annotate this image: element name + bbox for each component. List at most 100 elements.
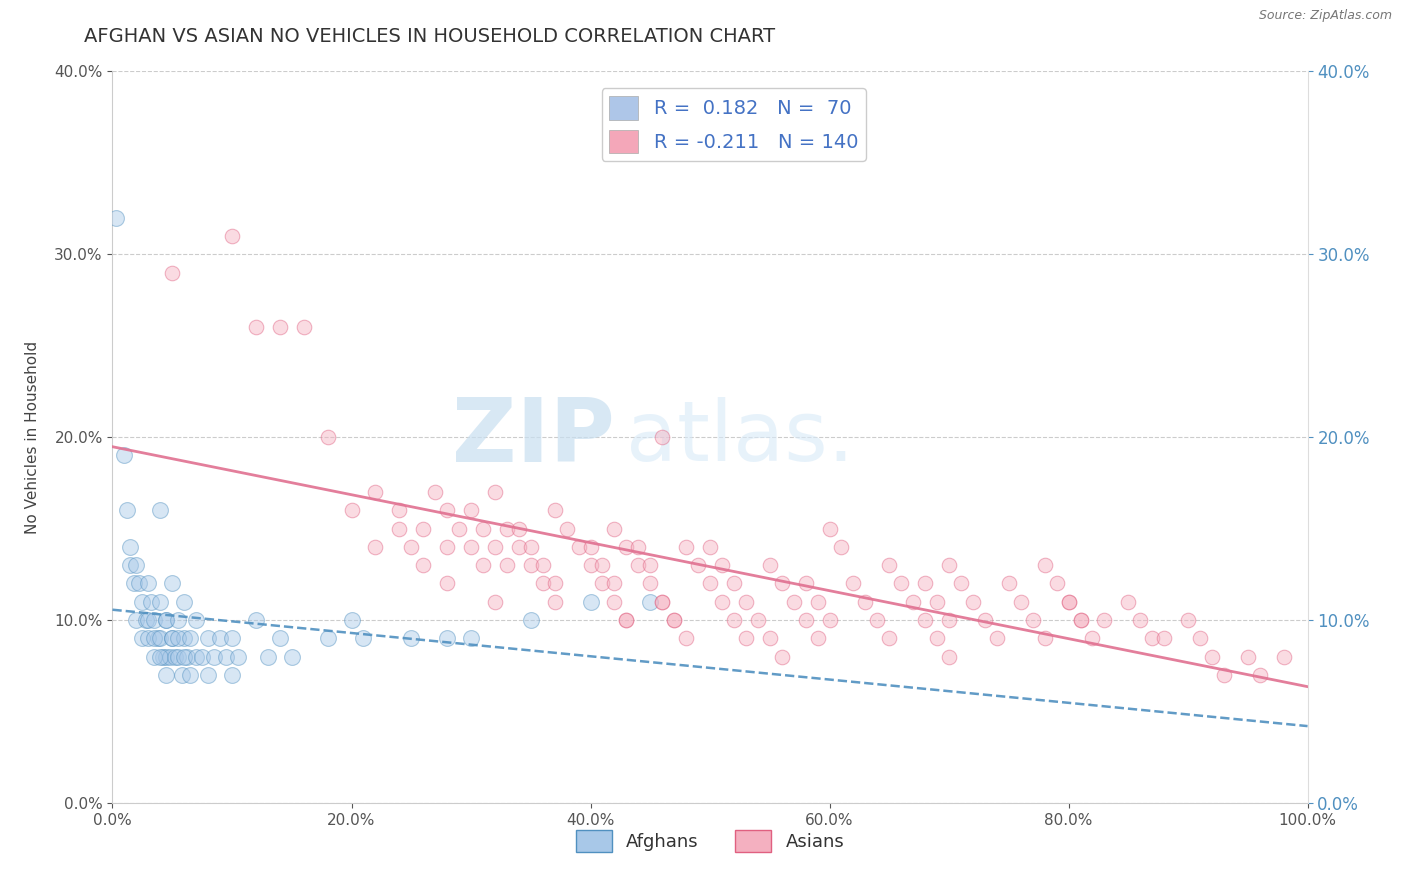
Point (472, 558, 495, 573)
Point (818, 521, 841, 535)
Point (128, 576, 150, 591)
Point (269, 320, 291, 334)
Point (592, 576, 614, 591)
Point (711, 594, 734, 608)
Point (202, 649, 225, 664)
Point (159, 649, 181, 664)
Point (155, 667, 177, 681)
Point (122, 576, 145, 591)
Point (723, 576, 745, 591)
Text: ZIP: ZIP (451, 393, 614, 481)
Point (807, 594, 830, 608)
Point (616, 613, 638, 627)
Point (496, 558, 519, 573)
Point (149, 649, 172, 664)
Point (1189, 632, 1212, 646)
Point (711, 558, 734, 573)
Point (353, 632, 375, 646)
Point (388, 521, 411, 535)
Point (484, 594, 506, 608)
Point (401, 540, 423, 554)
Point (1057, 594, 1080, 608)
Point (651, 430, 673, 444)
Point (688, 558, 710, 573)
Point (531, 558, 554, 573)
Point (603, 594, 626, 608)
Point (927, 594, 949, 608)
Point (163, 649, 186, 664)
Point (1272, 649, 1295, 664)
Point (496, 521, 519, 535)
Point (484, 540, 506, 554)
Point (879, 632, 901, 646)
Point (131, 632, 153, 646)
Point (167, 613, 190, 627)
Point (155, 613, 177, 627)
Point (866, 613, 889, 627)
Point (162, 632, 183, 646)
Point (1237, 649, 1260, 664)
Legend: Afghans, Asians: Afghans, Asians (568, 823, 852, 860)
Point (818, 613, 841, 627)
Point (1070, 613, 1092, 627)
Point (998, 576, 1021, 591)
Point (592, 558, 614, 573)
Point (927, 632, 949, 646)
Point (135, 613, 157, 627)
Point (950, 576, 973, 591)
Point (191, 649, 214, 664)
Point (879, 558, 901, 573)
Point (125, 613, 148, 627)
Point (155, 649, 177, 664)
Point (179, 632, 201, 646)
Point (938, 649, 960, 664)
Point (197, 632, 219, 646)
Point (1046, 576, 1069, 591)
Point (436, 503, 458, 517)
Point (221, 667, 243, 681)
Point (221, 229, 243, 244)
Point (143, 613, 166, 627)
Point (173, 649, 195, 664)
Text: Source: ZipAtlas.com: Source: ZipAtlas.com (1258, 9, 1392, 22)
Point (794, 576, 817, 591)
Point (460, 632, 482, 646)
Point (1057, 594, 1080, 608)
Point (770, 649, 793, 664)
Point (146, 632, 169, 646)
Point (508, 521, 530, 535)
Point (616, 613, 638, 627)
Point (640, 558, 662, 573)
Point (855, 594, 877, 608)
Point (1153, 632, 1175, 646)
Point (221, 632, 243, 646)
Point (1033, 632, 1056, 646)
Point (186, 613, 208, 627)
Point (579, 594, 602, 608)
Point (1201, 649, 1223, 664)
Point (170, 667, 193, 681)
Point (1118, 594, 1140, 608)
Point (364, 485, 387, 500)
Point (484, 485, 506, 500)
Point (770, 576, 793, 591)
Point (149, 503, 172, 517)
Point (114, 448, 135, 462)
Point (125, 558, 148, 573)
Text: AFGHAN VS ASIAN NO VEHICLES IN HOUSEHOLD CORRELATION CHART: AFGHAN VS ASIAN NO VEHICLES IN HOUSEHOLD… (84, 27, 776, 45)
Point (388, 503, 411, 517)
Point (555, 521, 578, 535)
Point (508, 540, 530, 554)
Point (167, 649, 190, 664)
Point (664, 613, 686, 627)
Point (627, 558, 650, 573)
Point (1010, 594, 1032, 608)
Point (245, 613, 267, 627)
Point (316, 632, 339, 646)
Point (938, 558, 960, 573)
Point (543, 594, 565, 608)
Point (292, 320, 315, 334)
Point (143, 649, 166, 664)
Point (436, 576, 458, 591)
Point (179, 667, 201, 681)
